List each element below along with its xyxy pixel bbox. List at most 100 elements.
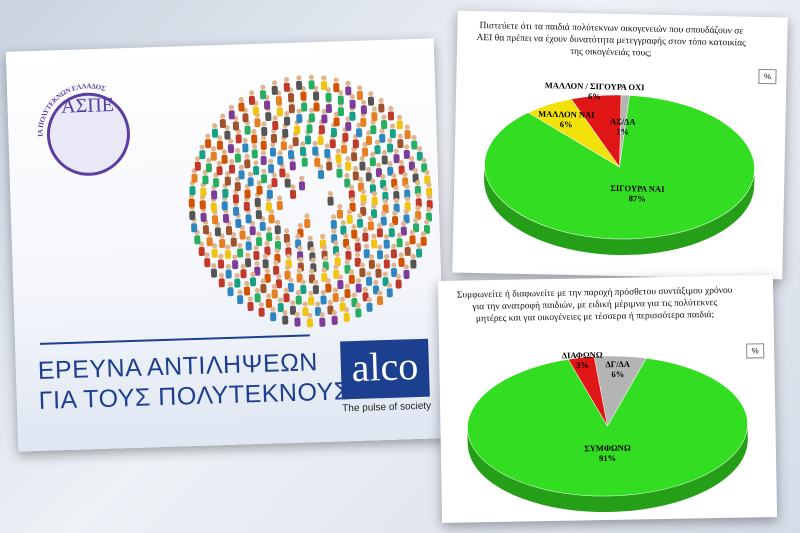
person-body (247, 177, 254, 187)
person-head (345, 116, 351, 122)
person-head (268, 158, 274, 164)
person-body (271, 178, 278, 188)
person-body (296, 80, 303, 90)
person-body (247, 301, 254, 311)
person-body (219, 238, 226, 248)
person-head (355, 237, 361, 243)
person-head (261, 168, 267, 174)
person-body (225, 269, 232, 279)
person-head (336, 163, 342, 169)
chart-card: Πιστεύετε ότι τα παιδιά πολύτεκνων οικογ… (452, 10, 788, 280)
person-body (366, 276, 373, 286)
person-body (363, 249, 370, 259)
person-head (371, 106, 377, 112)
person-head (416, 146, 423, 152)
person-head (396, 232, 402, 238)
person-body (368, 259, 375, 269)
person-head (284, 173, 291, 179)
person-body (398, 257, 405, 267)
person-body (321, 114, 328, 124)
person-head (351, 224, 357, 230)
person-body (274, 225, 281, 235)
person-body (367, 221, 374, 231)
pie-slice (467, 357, 748, 497)
person-head (344, 259, 350, 265)
person-body (289, 305, 297, 315)
person-head (348, 184, 355, 190)
person-head (296, 267, 302, 274)
person-body (371, 112, 378, 122)
person-head (234, 272, 240, 279)
person-body (397, 139, 404, 149)
slice-value: 6% (560, 119, 573, 129)
person-body (412, 223, 420, 233)
person-head (332, 287, 339, 293)
person-body (412, 173, 419, 183)
person-body (256, 185, 263, 195)
person-body (326, 161, 333, 171)
person-head (398, 252, 404, 258)
person-head (413, 217, 419, 223)
person-body (222, 188, 229, 198)
slice-label: ΑΣ/ΔΑ (610, 116, 637, 127)
person-body (409, 235, 416, 245)
person-body (340, 144, 348, 154)
person-body (269, 147, 277, 157)
person-body (260, 155, 267, 166)
person-body (376, 296, 384, 306)
person-body (319, 317, 326, 327)
person-body (333, 83, 340, 93)
person-body (416, 248, 423, 258)
person-head (254, 261, 260, 267)
person-head (327, 190, 333, 197)
person-body (199, 150, 206, 160)
person-body (232, 260, 239, 270)
person-head (300, 279, 306, 285)
person-body (306, 318, 314, 328)
person-head (315, 301, 321, 307)
person-body (318, 125, 325, 135)
person-body (298, 181, 306, 191)
person-head (391, 262, 397, 268)
person-head (351, 292, 357, 298)
person-body (202, 175, 209, 185)
person-body (355, 308, 362, 318)
person-body (388, 228, 395, 238)
person-head (375, 263, 381, 269)
person-head (371, 233, 377, 239)
person-body (382, 191, 389, 201)
person-body (317, 170, 325, 180)
person-head (373, 279, 379, 285)
person-head (416, 242, 422, 249)
person-head (357, 213, 363, 219)
person-head (261, 121, 267, 127)
person-body (386, 288, 393, 298)
person-head (309, 246, 315, 252)
person-head (221, 149, 227, 155)
slice-value: 1% (616, 126, 629, 136)
person-body (408, 161, 415, 171)
person-body (234, 182, 241, 192)
person-body (202, 225, 209, 235)
person-body (290, 189, 297, 199)
person-body (272, 120, 279, 131)
person-body (244, 125, 251, 135)
person-body (369, 157, 376, 167)
person-body (213, 178, 220, 188)
person-head (242, 137, 248, 144)
person-body (238, 102, 245, 112)
person-head (285, 241, 291, 248)
person-body (258, 307, 265, 317)
person-head (333, 264, 339, 270)
person-body (313, 102, 320, 112)
person-head (327, 299, 333, 306)
person-head (354, 252, 361, 258)
person-body (227, 287, 234, 297)
person-head (294, 311, 300, 318)
person-body (398, 165, 405, 175)
person-head (371, 191, 378, 197)
person-body (359, 268, 366, 278)
person-head (391, 173, 397, 179)
person-body (240, 269, 247, 279)
person-head (277, 150, 283, 156)
